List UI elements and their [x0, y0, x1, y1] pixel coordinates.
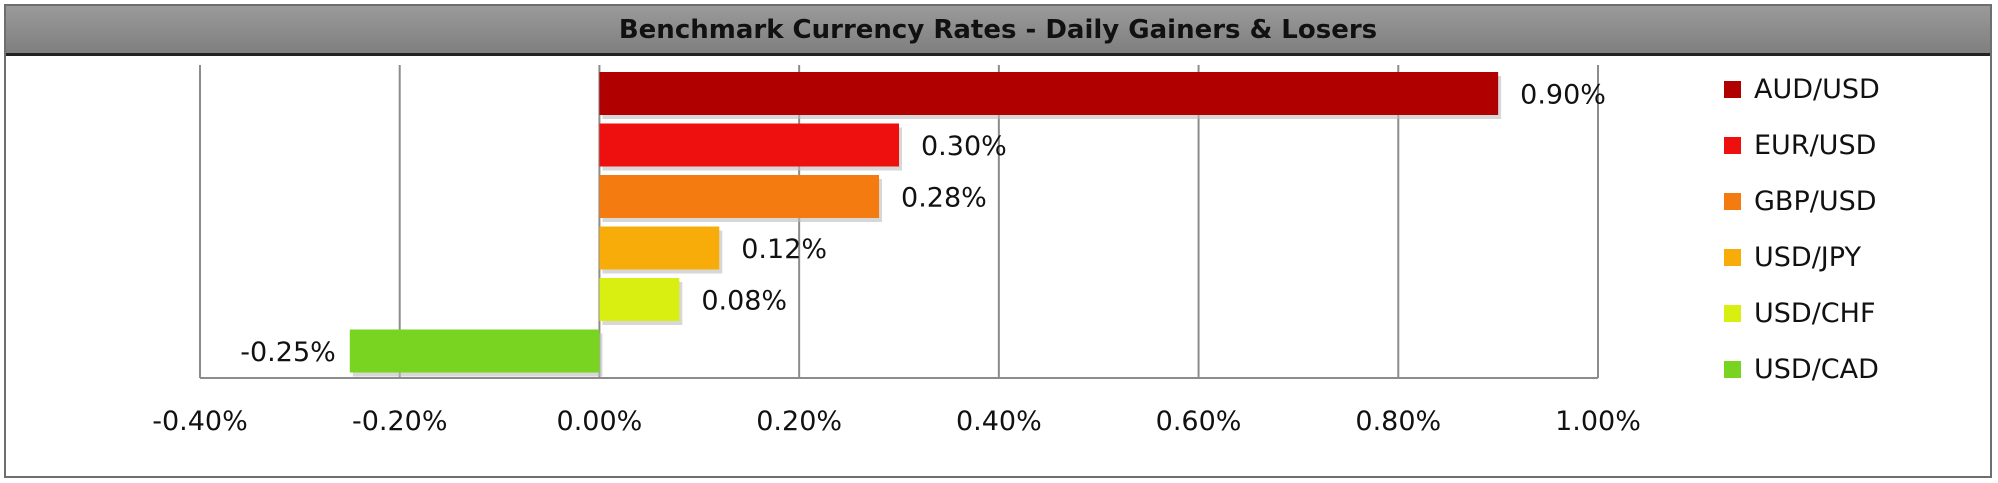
x-tick-label: 0.80% [1355, 406, 1441, 437]
legend-label: EUR/USD [1754, 130, 1876, 161]
x-tick-label: 0.00% [557, 406, 643, 437]
x-tick-label: -0.40% [152, 406, 248, 437]
bars [349, 72, 1502, 377]
x-tick-label: 0.20% [756, 406, 842, 437]
legend-swatch [1724, 81, 1741, 98]
data-labels: 0.90% 0.30% 0.28% 0.12% 0.08% -0.25% [240, 80, 1606, 369]
legend-swatch [1724, 249, 1741, 266]
bar [599, 278, 680, 321]
legend-label: USD/CHF [1754, 298, 1875, 329]
bar [599, 72, 1499, 115]
data-label: -0.25% [240, 337, 336, 368]
legend-swatch [1724, 305, 1741, 322]
x-tick-label: -0.20% [352, 406, 448, 437]
legend-label: USD/CAD [1754, 354, 1879, 385]
chart-title: Benchmark Currency Rates - Daily Gainers… [6, 6, 1990, 56]
legend-swatch [1724, 193, 1741, 210]
data-label: 0.90% [1520, 80, 1606, 111]
bar [599, 226, 720, 270]
data-label: 0.28% [901, 183, 987, 214]
legend-label: AUD/USD [1754, 74, 1880, 105]
legend-label: USD/JPY [1754, 242, 1861, 273]
bar [599, 175, 880, 218]
x-tick-label: 0.40% [956, 406, 1042, 437]
legend-label: GBP/USD [1754, 186, 1877, 217]
legend-swatch [1724, 137, 1741, 154]
x-tick-label: 1.00% [1555, 406, 1641, 437]
x-tick-label: 0.60% [1156, 406, 1242, 437]
x-axis-tick-labels: -0.40% -0.20% 0.00% 0.20% 0.40% 0.60% 0.80% 1.0… [152, 406, 1641, 437]
data-label: 0.12% [741, 234, 827, 265]
data-label: 0.30% [921, 131, 1007, 162]
bar [349, 329, 600, 373]
data-label: 0.08% [701, 286, 787, 317]
legend-swatch [1724, 361, 1741, 378]
bar [599, 123, 899, 167]
legend: AUD/USD EUR/USD GBP/USD USD/JPY USD/CHF USD/C… [1724, 74, 1880, 385]
